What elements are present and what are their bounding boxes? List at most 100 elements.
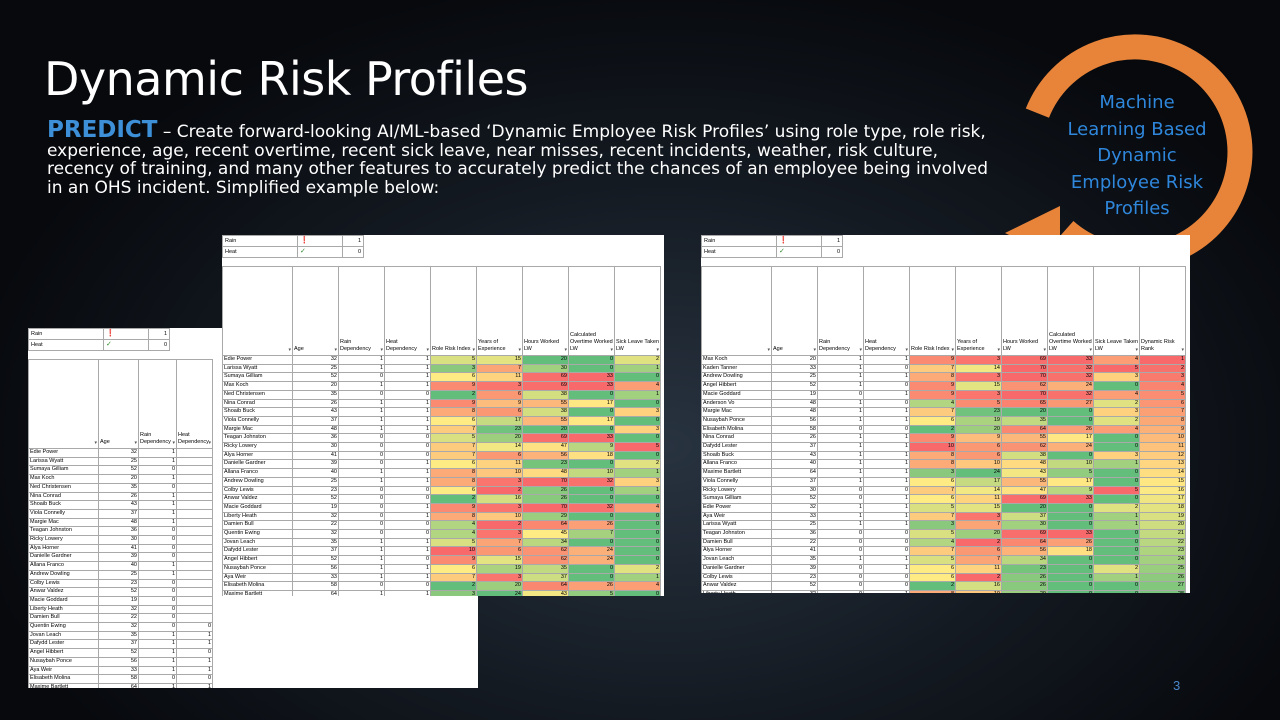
employee-name-cell[interactable]: Margie Mac	[222, 424, 293, 435]
value-cell[interactable]: 6	[476, 389, 523, 400]
value-cell[interactable]: 3	[909, 468, 956, 478]
value-cell[interactable]: 64	[1001, 424, 1048, 435]
value-cell[interactable]: 25	[98, 569, 139, 580]
employee-name-cell[interactable]: Angel Hibbert	[28, 648, 99, 658]
value-cell[interactable]	[176, 508, 213, 519]
value-cell[interactable]: 1	[817, 381, 864, 391]
employee-name-cell[interactable]: Anderson Vo	[701, 398, 772, 409]
value-cell[interactable]: 1	[384, 563, 431, 574]
value-cell[interactable]: 52	[98, 648, 139, 658]
value-cell[interactable]: 14	[1139, 468, 1186, 478]
value-cell[interactable]: 20	[476, 433, 523, 444]
value-cell[interactable]: 1	[614, 572, 661, 583]
value-cell[interactable]: 62	[522, 555, 569, 565]
value-cell[interactable]: 10	[955, 590, 1002, 593]
value-cell[interactable]: 25	[292, 476, 339, 487]
value-cell[interactable]: 32	[292, 529, 339, 539]
value-cell[interactable]: 3	[476, 381, 523, 391]
value-cell[interactable]: 0	[614, 415, 661, 426]
employee-name-cell[interactable]: Liberty Heath	[701, 590, 772, 593]
value-cell[interactable]: 34	[522, 537, 569, 548]
value-cell[interactable]: 32	[771, 502, 818, 513]
value-cell[interactable]: 20	[955, 424, 1002, 435]
value-cell[interactable]: 18	[568, 450, 615, 461]
value-cell[interactable]: 4	[1093, 389, 1140, 400]
value-cell[interactable]: 32	[771, 590, 818, 593]
value-cell[interactable]: 16	[955, 581, 1002, 591]
value-cell[interactable]: 52	[292, 494, 339, 504]
value-cell[interactable]: 43	[98, 500, 139, 510]
employee-name-cell[interactable]: Anwar Valdez	[222, 494, 293, 504]
value-cell[interactable]: 0	[138, 465, 177, 476]
value-cell[interactable]: 25	[292, 363, 339, 374]
value-cell[interactable]: 0	[384, 442, 431, 452]
value-cell[interactable]: 3	[614, 476, 661, 487]
value-cell[interactable]: 52	[771, 494, 818, 504]
value-cell[interactable]: 1	[138, 456, 177, 467]
value-cell[interactable]: 7	[430, 450, 477, 461]
value-cell[interactable]: 38	[522, 407, 569, 417]
value-cell[interactable]: 0	[863, 537, 910, 548]
value-cell[interactable]: 0	[138, 482, 177, 493]
value-cell[interactable]: 70	[522, 476, 569, 487]
value-cell[interactable]: 1	[338, 537, 385, 548]
value-cell[interactable]: 0	[138, 604, 177, 615]
value-cell[interactable]: 1	[384, 459, 431, 470]
value-cell[interactable]: 5	[614, 442, 661, 452]
value-cell[interactable]: 0	[863, 398, 910, 409]
employee-name-cell[interactable]: Allana Franco	[28, 561, 99, 571]
value-cell[interactable]: 26	[568, 581, 615, 591]
employee-name-cell[interactable]: Shoaib Buck	[222, 407, 293, 417]
exclamation-icon[interactable]: ❗	[103, 328, 149, 340]
value-cell[interactable]: 48	[522, 468, 569, 478]
value-cell[interactable]	[176, 561, 213, 571]
value-cell[interactable]: 52	[292, 372, 339, 383]
value-cell[interactable]: 1	[614, 485, 661, 496]
value-cell[interactable]: 22	[98, 613, 139, 624]
value-cell[interactable]: 26	[522, 494, 569, 504]
value-cell[interactable]: 37	[292, 546, 339, 557]
value-cell[interactable]: 24	[568, 546, 615, 557]
value-cell[interactable]: 0	[614, 372, 661, 383]
value-cell[interactable]: 64	[1001, 537, 1048, 548]
value-cell[interactable]: 6	[430, 372, 477, 383]
employee-name-cell[interactable]: Danielle Gardner	[701, 563, 772, 574]
value-cell[interactable]: 0	[863, 424, 910, 435]
employee-name-cell[interactable]: Danielle Gardner	[28, 552, 99, 563]
value-cell[interactable]: 1	[863, 442, 910, 452]
value-cell[interactable]: 35	[1001, 415, 1048, 426]
value-cell[interactable]: 6	[476, 407, 523, 417]
employee-name-cell[interactable]: Nina Conrad	[701, 433, 772, 444]
column-header[interactable]: Role Risk Index	[430, 266, 477, 356]
value-cell[interactable]: 0	[863, 381, 910, 391]
employee-name-cell[interactable]: Liberty Heath	[222, 511, 293, 522]
value-cell[interactable]: 1	[384, 355, 431, 365]
value-cell[interactable]: 24	[1047, 442, 1094, 452]
value-cell[interactable]: 1	[338, 572, 385, 583]
value-cell[interactable]: 17	[568, 415, 615, 426]
value-cell[interactable]: 10	[909, 442, 956, 452]
value-cell[interactable]	[176, 604, 213, 615]
value-cell[interactable]: 1	[817, 363, 864, 374]
value-cell[interactable]: 1	[863, 520, 910, 531]
column-header[interactable]: Sick Leave Taken LW	[1093, 266, 1140, 356]
value-cell[interactable]: 56	[771, 415, 818, 426]
column-header[interactable]	[701, 266, 772, 356]
value-cell[interactable]: 26	[522, 485, 569, 496]
value-cell[interactable]: 0	[568, 389, 615, 400]
value-cell[interactable]: 3	[1139, 372, 1186, 383]
value-cell[interactable]: 0	[338, 511, 385, 522]
employee-name-cell[interactable]: Alya Horner	[28, 543, 99, 554]
value-cell[interactable]: 0	[338, 389, 385, 400]
value-cell[interactable]: 10	[568, 468, 615, 478]
value-cell[interactable]: 8	[909, 372, 956, 383]
value-cell[interactable]: 0	[176, 622, 213, 632]
value-cell[interactable]: 9	[430, 555, 477, 565]
employee-name-cell[interactable]: Kaden Tanner	[701, 363, 772, 374]
value-cell[interactable]: 11	[955, 494, 1002, 504]
value-cell[interactable]: 1	[1093, 511, 1140, 522]
value-cell[interactable]: 18	[1139, 502, 1186, 513]
value-cell[interactable]: 2	[614, 355, 661, 365]
toggle-value[interactable]: 1	[148, 328, 170, 340]
value-cell[interactable]: 0	[863, 363, 910, 374]
